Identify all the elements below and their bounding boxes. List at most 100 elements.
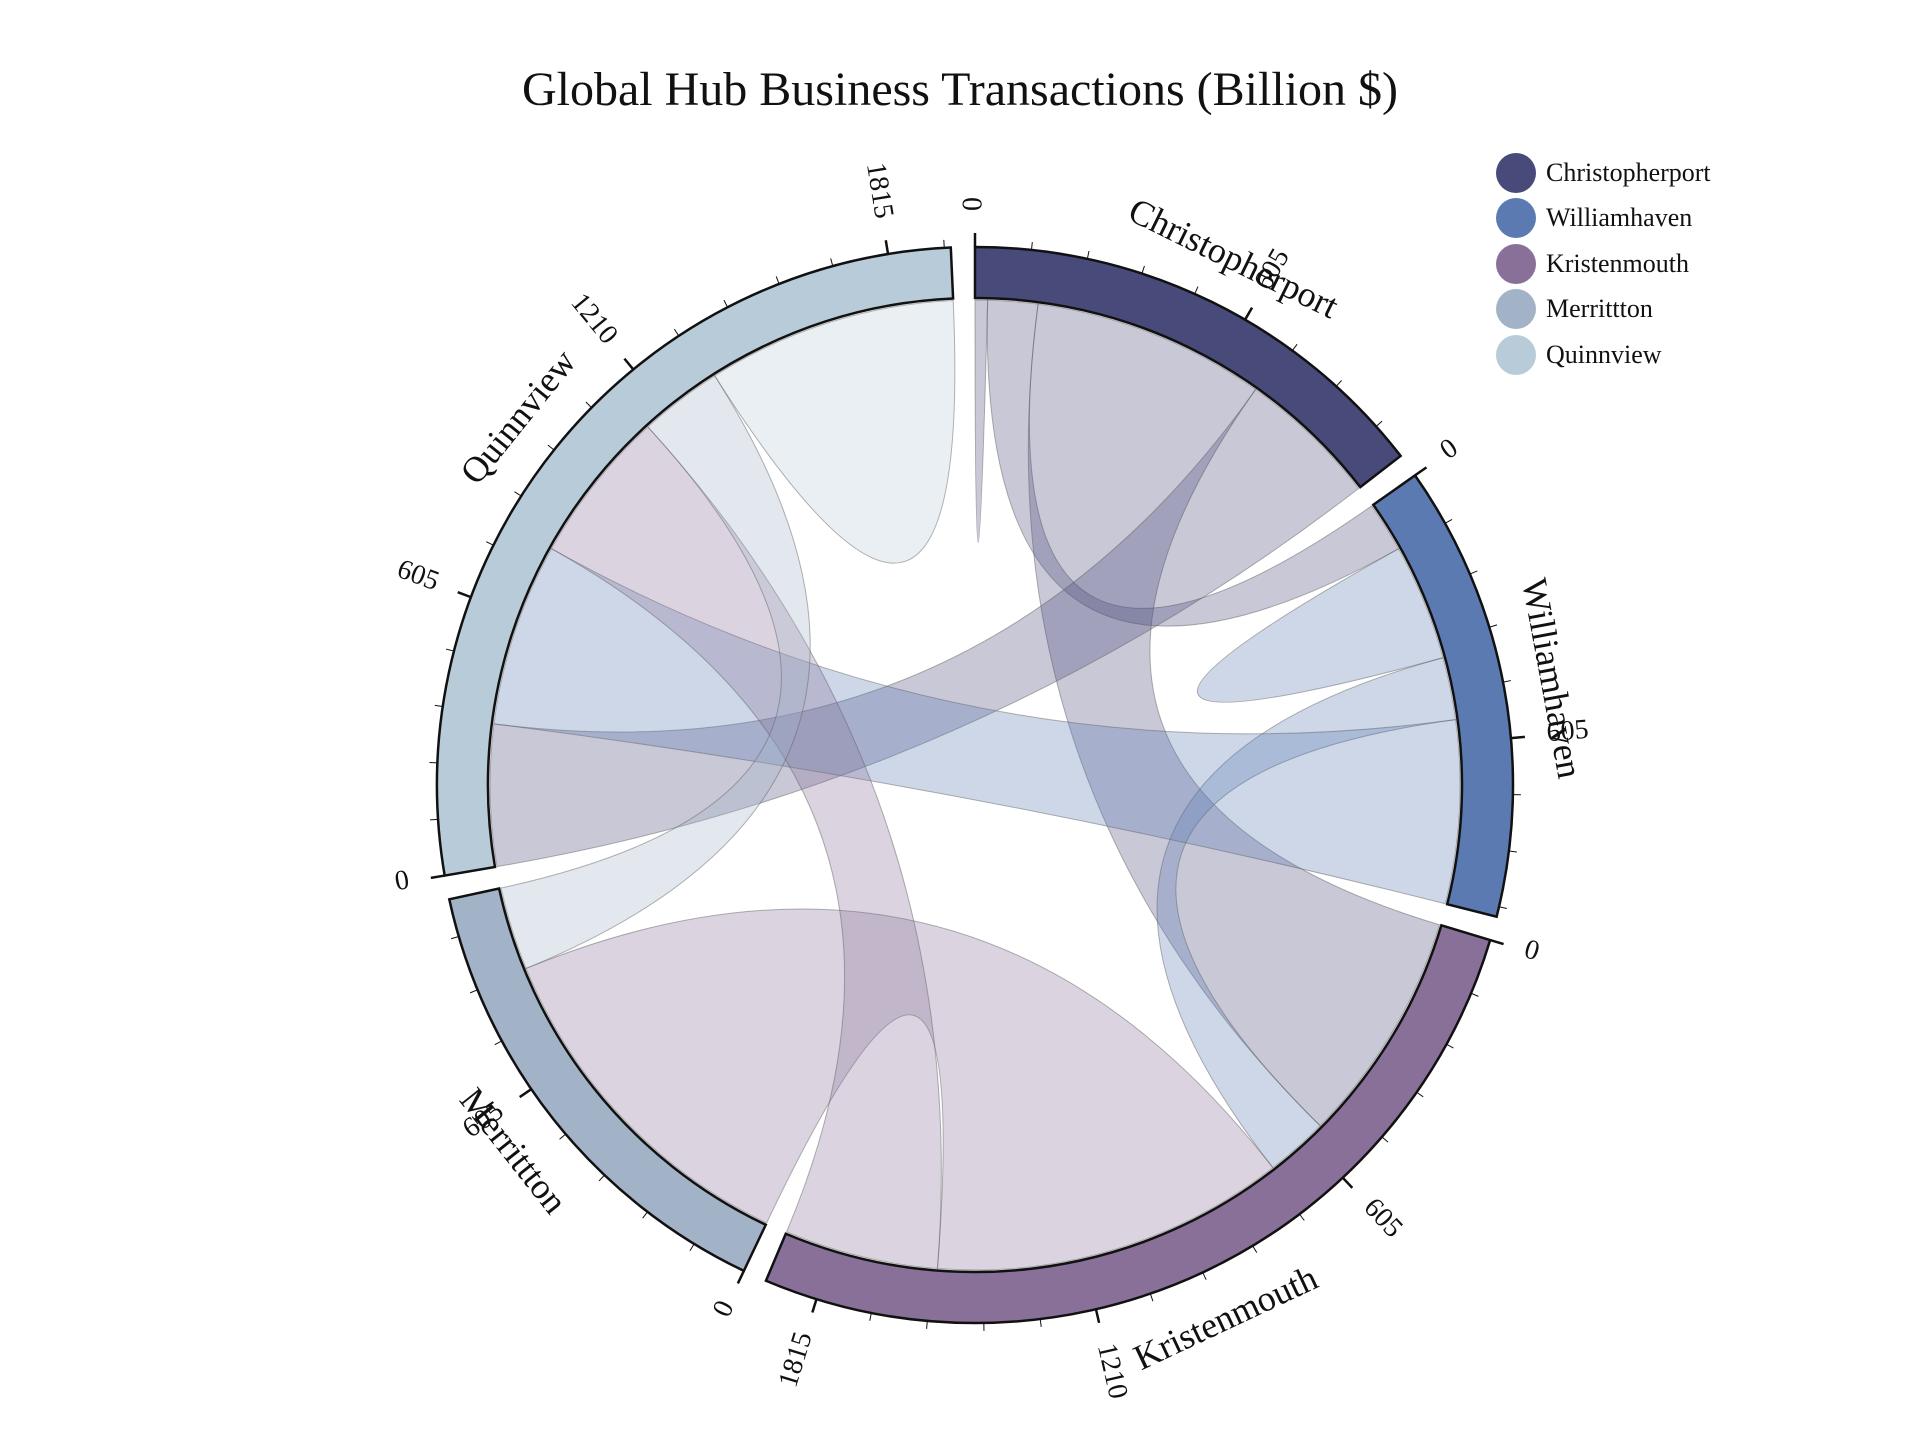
ribbon-williamhaven-kristenmouth[interactable] [1156,657,1457,1169]
group-label-williamhaven: Williamhaven [1514,575,1590,781]
minor-tick [450,935,459,940]
legend-label: Williamhaven [1546,203,1693,233]
group-arc-kristenmouth[interactable] [764,923,1492,1325]
minor-tick [1039,1318,1042,1328]
minor-tick [642,1211,648,1219]
minor-tick [1335,380,1342,387]
major-tick [811,1298,818,1313]
minor-tick [1149,1293,1154,1302]
tick-label: 0 [957,197,988,211]
minor-tick [689,1243,695,1251]
minor-tick [485,541,494,546]
minor-tick [1489,624,1498,628]
minor-tick [673,328,680,337]
group-arc-christopherport[interactable] [973,245,1403,489]
legend-swatch [1496,334,1536,375]
ribbon-christopherport-quinnview[interactable] [489,388,1360,868]
legend-swatch [1496,289,1536,330]
major-tick [1510,735,1526,740]
tick-label: 605 [1545,714,1590,749]
major-tick [1489,938,1504,946]
group-arc-quinnview[interactable] [435,246,955,877]
tick-label: 1815 [860,160,900,220]
tick-label: 0 [707,1296,741,1322]
minor-tick [1508,850,1517,853]
legend-item[interactable]: Williamhaven [1496,196,1711,242]
minor-tick [1502,680,1512,683]
ribbon-layer [489,299,1461,1271]
tick-label: 605 [393,553,443,597]
minor-tick [1446,1043,1454,1049]
tick-label: 1210 [1091,1340,1134,1402]
minor-tick [547,444,555,451]
minor-tick [926,1320,928,1329]
ribbon-christopherport-williamhaven[interactable] [986,299,1400,627]
ribbon-merrittton-quinnview[interactable] [500,375,811,970]
tick-label: 1210 [564,287,624,350]
minor-tick [1086,250,1090,259]
major-tick [430,874,445,880]
major-tick [623,357,635,371]
minor-tick [1470,992,1479,997]
tick-label: 1815 [773,1328,819,1391]
minor-tick [1375,420,1383,427]
ribbon-williamhaven-williamhaven[interactable] [1196,548,1444,703]
legend-label: Merrittton [1546,294,1653,324]
tick-label: 0 [1521,934,1543,968]
minor-tick [430,818,439,821]
minor-tick [1299,1213,1305,1221]
minor-tick [494,1040,502,1046]
tick-label: 605 [1358,1192,1409,1244]
minor-tick [1292,343,1298,351]
minor-tick [1498,906,1507,910]
major-tick [1414,466,1428,477]
legend-swatch [1496,198,1536,239]
legend-swatch [1496,243,1536,284]
legend-label: Christopherport [1546,157,1711,187]
tick-label: 0 [1434,432,1463,465]
ribbon-christopherport-christopherport[interactable] [974,299,989,544]
minor-tick [1381,1136,1389,1143]
major-tick [457,591,472,599]
major-tick [884,240,890,255]
minor-tick [598,1174,605,1182]
tick-label: 0 [392,864,411,897]
minor-tick [1469,570,1478,575]
minor-tick [775,276,780,285]
minor-tick [446,648,455,652]
group-arc-merrittton[interactable] [447,886,768,1273]
minor-tick [469,989,478,994]
minor-tick [514,491,522,497]
ribbon-quinnview-quinnview[interactable] [714,299,956,564]
minor-tick [1252,1245,1258,1253]
minor-tick [585,401,592,408]
major-tick [1094,1308,1101,1324]
minor-tick [1194,286,1199,295]
minor-tick [869,1312,872,1321]
minor-tick [1141,265,1145,274]
legend-item[interactable]: Kristenmouth [1496,241,1711,287]
legend-label: Quinnview [1546,339,1662,369]
minor-tick [1030,241,1033,251]
minor-tick [723,299,729,308]
legend: Christopherport Williamhaven Kristenmout… [1496,150,1711,378]
minor-tick [1202,1272,1207,1280]
ribbon-kristenmouth-merrittton[interactable] [525,908,1274,1271]
major-tick [1341,1176,1354,1189]
legend-item[interactable]: Quinnview [1496,332,1711,378]
minor-tick [1416,1091,1424,1098]
ribbon-williamhaven-quinnview[interactable] [493,548,1461,905]
major-tick [736,1270,746,1285]
arc-layer [435,245,1515,1325]
minor-tick [1444,518,1453,524]
minor-tick [559,1133,566,1140]
legend-item[interactable]: Christopherport [1496,150,1711,196]
minor-tick [830,258,834,267]
legend-swatch [1496,152,1536,193]
legend-item[interactable]: Merrittton [1496,287,1711,333]
group-arc-williamhaven[interactable] [1371,473,1515,919]
ribbon-kristenmouth-quinnview[interactable] [550,426,942,1270]
legend-label: Kristenmouth [1546,248,1689,278]
minor-tick [434,704,443,708]
